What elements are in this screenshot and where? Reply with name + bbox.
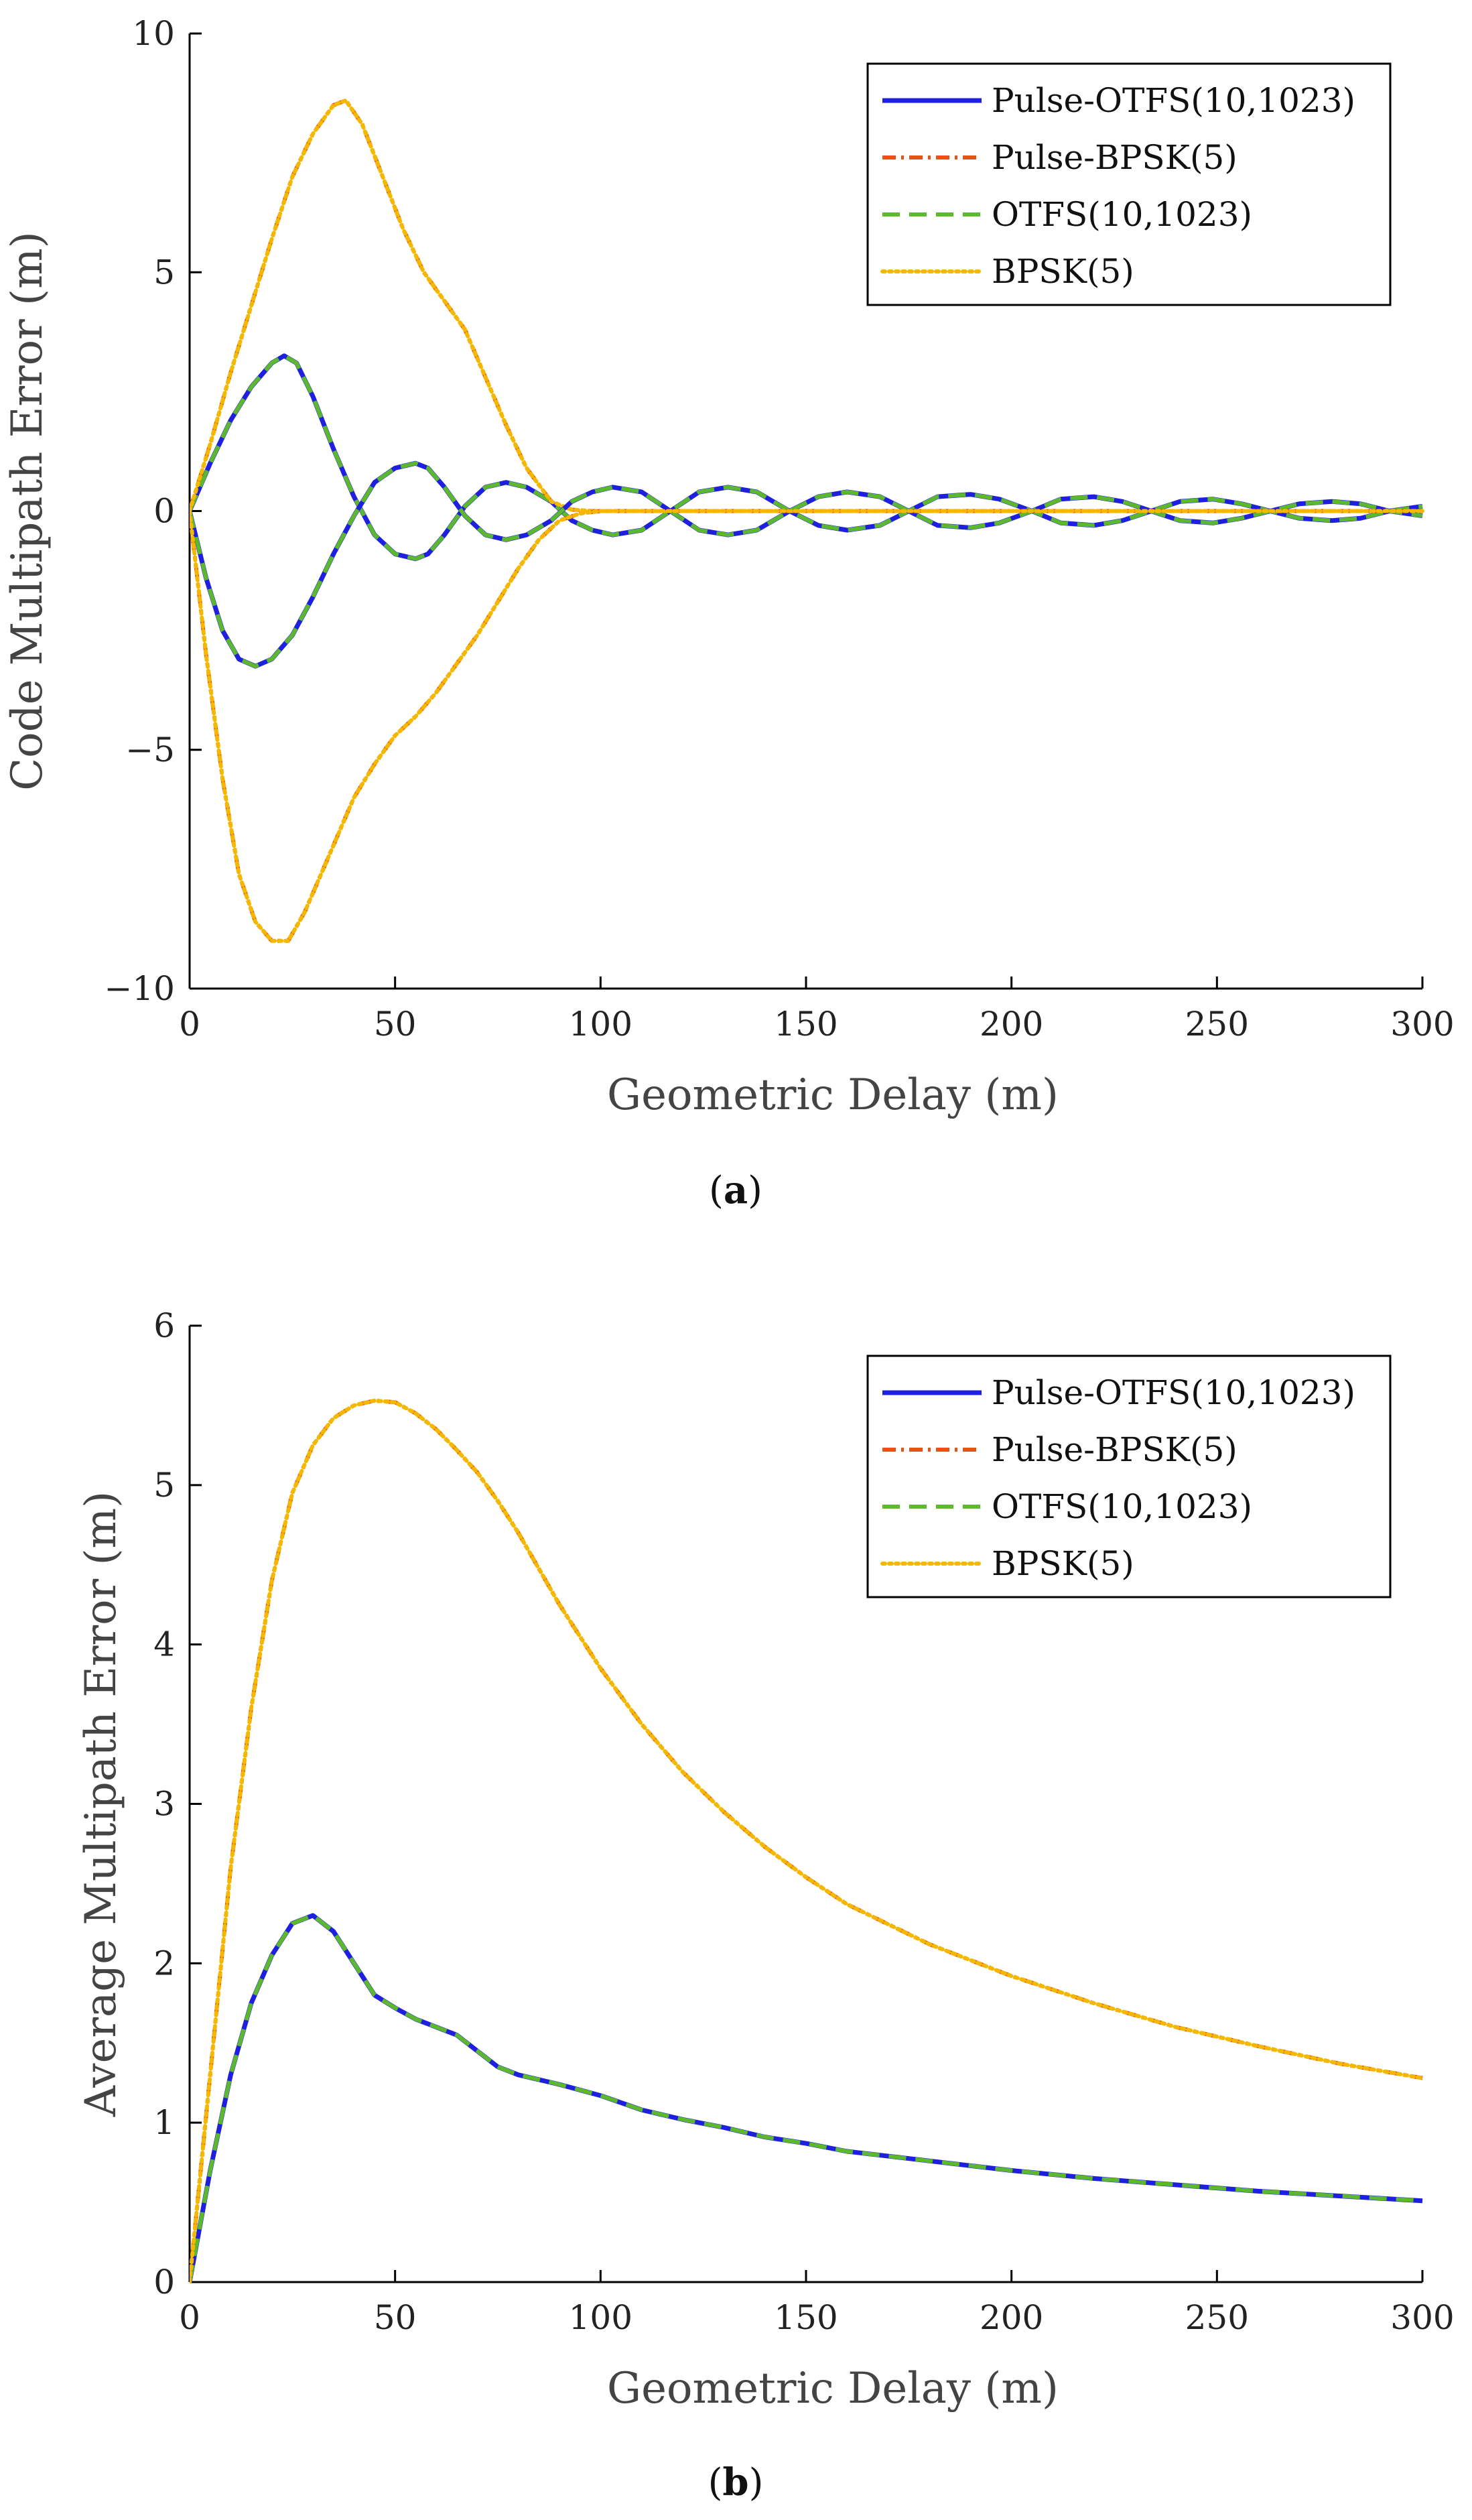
- plot-lines: [190, 1398, 1424, 2283]
- series-line-otfs: [190, 461, 1423, 669]
- y-tick-label: 5: [153, 1466, 175, 1505]
- x-axis-label: Geometric Delay (m): [607, 2364, 1059, 2413]
- x-tick-label: 100: [569, 2298, 632, 2337]
- y-tick-label: 0: [153, 492, 175, 531]
- series-line-otfs: [190, 1913, 1423, 2283]
- y-tick-label: 4: [153, 1625, 175, 1664]
- y-tick-label: 10: [132, 14, 175, 53]
- series-line-bpsk: [190, 509, 1424, 943]
- legend-label: Pulse-BPSK(5): [992, 1430, 1237, 1469]
- legend-label: Pulse-OTFS(10,1023): [992, 81, 1355, 120]
- series-line-pulse-otfs: [190, 460, 1423, 669]
- legend-label: Pulse-BPSK(5): [992, 138, 1237, 177]
- figure-caption: (b): [708, 2460, 764, 2505]
- x-tick-label: 0: [179, 2298, 200, 2337]
- legend-label: BPSK(5): [992, 252, 1134, 291]
- legend: Pulse-OTFS(10,1023) Pulse-BPSK(5) OTFS(10,…: [866, 62, 1392, 306]
- x-tick-label: 150: [774, 1005, 838, 1044]
- y-tick-label: 0: [153, 2263, 175, 2302]
- legend-box: [866, 62, 1392, 306]
- y-tick-label: −10: [104, 969, 175, 1008]
- y-tick-label: 3: [153, 1785, 175, 1824]
- series-line-pulse-otfs: [190, 353, 1423, 562]
- x-tick-label: 0: [179, 1005, 200, 1044]
- series-line-pulse-bpsk: [190, 509, 1422, 943]
- x-tick-label: 50: [374, 1005, 417, 1044]
- legend: Pulse-OTFS(10,1023) Pulse-BPSK(5) OTFS(10,…: [866, 1354, 1392, 1598]
- x-tick-label: 300: [1390, 2298, 1454, 2337]
- chart-b: 0 50 100 150 200 250 300 0 1 2 3 4 5 6 Geometric Delay…: [76, 1306, 1455, 2505]
- series-line-otfs: [190, 353, 1423, 561]
- figure-caption: (a): [709, 1168, 762, 1212]
- y-axis-label: Code Multipath Error (m): [3, 231, 52, 791]
- series-line-pulse-otfs: [190, 1913, 1423, 2283]
- chart-a: 0 50 100 150 200 250 300 −10 −5 0 5 10 Geometric Del…: [3, 14, 1455, 1212]
- x-tick-label: 50: [374, 2298, 417, 2337]
- legend-box: [866, 1354, 1392, 1598]
- legend-label: Pulse-OTFS(10,1023): [992, 1373, 1355, 1412]
- plot-lines: [190, 98, 1424, 943]
- x-tick-label: 150: [774, 2298, 838, 2337]
- x-tick-label: 250: [1185, 2298, 1249, 2337]
- x-tick-label: 100: [569, 1005, 632, 1044]
- legend-label: BPSK(5): [992, 1544, 1134, 1583]
- y-tick-label: 1: [153, 2103, 175, 2142]
- x-tick-label: 200: [980, 1005, 1043, 1044]
- x-tick-label: 250: [1185, 1005, 1249, 1044]
- legend-label: OTFS(10,1023): [992, 195, 1252, 234]
- y-tick-label: −5: [125, 731, 175, 769]
- x-tick-label: 200: [980, 2298, 1043, 2337]
- y-tick-label: 2: [153, 1944, 175, 1982]
- legend-label: OTFS(10,1023): [992, 1487, 1252, 1526]
- x-tick-label: 300: [1390, 1005, 1454, 1044]
- series-line-bpsk: [190, 1398, 1424, 2283]
- y-axis-label: Average Multipath Error (m): [76, 1491, 126, 2117]
- y-tick-label: 6: [153, 1306, 175, 1345]
- x-axis-label: Geometric Delay (m): [607, 1070, 1059, 1120]
- y-tick-label: 5: [153, 253, 175, 292]
